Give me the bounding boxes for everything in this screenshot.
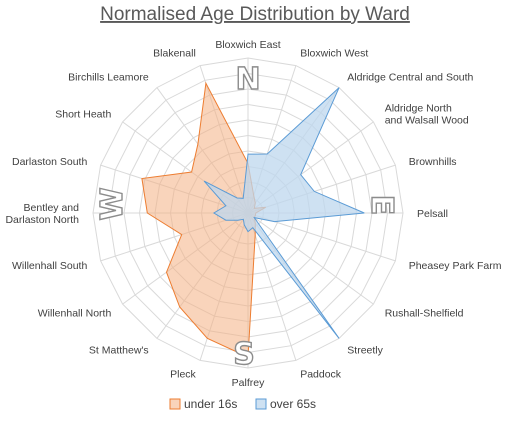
category-label: Aldridge Central and South [347,71,473,83]
legend: under 16s over 65s [169,397,316,411]
series-area-over-65s [203,87,365,339]
category-label: Paddock [300,369,342,381]
series-layer [141,81,365,358]
category-labels: Bloxwich East Bloxwich West Aldridge Centr… [5,39,501,389]
category-label: Bloxwich West [300,47,368,59]
category-label: Pheasey Park Farm [409,260,502,272]
category-label: Streetly [347,345,383,357]
category-label: Palfrey [232,377,265,389]
category-label: Bloxwich East [215,39,280,51]
compass-layer: N E S W [94,61,399,372]
category-label: Darlaston South [12,156,87,168]
category-label: Blakenall [153,47,196,59]
category-label: Birchills Leamore [68,71,149,83]
category-label: Short Heath [55,109,111,121]
category-label: Willenhall South [12,260,87,272]
compass-south-label: S [233,337,255,372]
grid-spoke [247,212,297,361]
category-label: Willenhall North [38,307,112,319]
legend-label: over 65s [270,397,316,411]
category-label: Aldridge North and Walsall Wood [385,103,469,127]
legend-swatch [255,398,267,410]
chart-title: Normalised Age Distribution by Ward [100,4,410,25]
grid-spoke [247,212,374,305]
legend-swatch [169,398,181,410]
compass-west-label: W [95,187,130,220]
category-label: St Matthew's [89,345,149,357]
category-label: Pleck [170,369,196,381]
compass-east-label: E [364,195,399,216]
category-label: Rushall-Shelfield [385,307,464,319]
compass-north-label: N [235,62,260,97]
legend-label: under 16s [184,397,237,411]
category-label: Pelsall [417,208,448,220]
category-label: Bentley and Darlaston North [5,202,79,226]
category-label: Brownhills [409,156,457,168]
